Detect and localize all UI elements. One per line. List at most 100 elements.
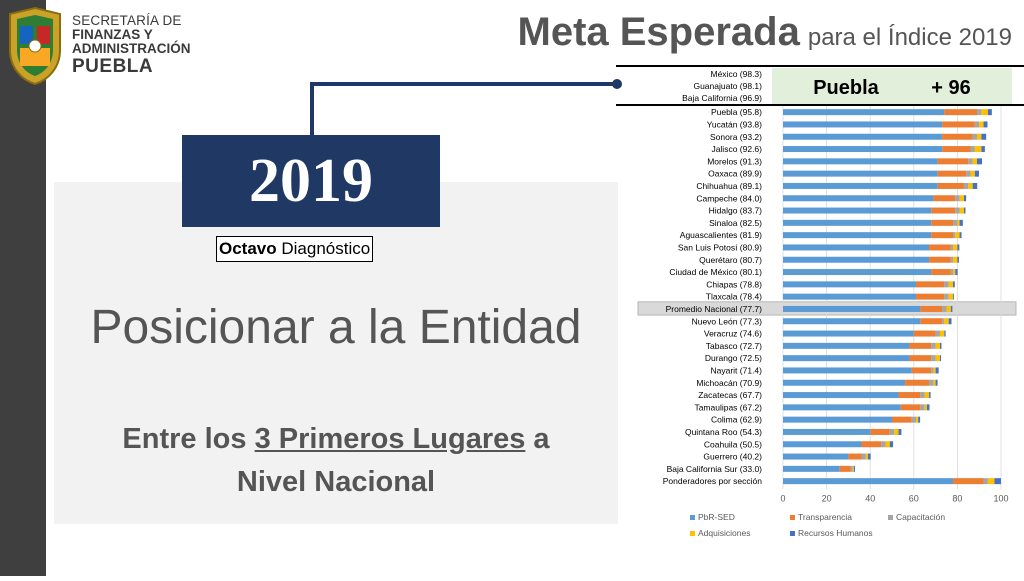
year-box: 2019 [182, 135, 440, 227]
bar-segment [931, 342, 936, 349]
category-label: Chiapas (78.8) [706, 279, 762, 289]
bar-segment [942, 318, 945, 325]
bar-segment [944, 293, 949, 300]
legend-label: Transparencia [798, 512, 852, 522]
bar-segment [959, 219, 963, 226]
category-label: Sinaloa (82.5) [709, 218, 762, 228]
bar-segment [915, 281, 945, 288]
callout-target: + 96 [931, 77, 970, 99]
category-label: Chihuahua (89.1) [696, 181, 762, 191]
bar-segment [935, 330, 940, 337]
bar-segment [783, 244, 930, 251]
bar-segment [933, 367, 936, 374]
bar-segment [977, 158, 983, 165]
bar-segment [900, 404, 921, 411]
bar-segment [935, 379, 938, 386]
bar-segment [981, 109, 988, 116]
bar-segment [946, 305, 951, 312]
bar-segment [924, 404, 927, 411]
diagnostic-word: Diagnóstico [276, 239, 371, 258]
category-label: Quintana Roo (54.3) [685, 427, 762, 437]
bar-segment [783, 318, 921, 325]
bar-segment [931, 232, 954, 239]
bar-segment [783, 342, 910, 349]
bar-segment [955, 269, 958, 276]
bar-segment [783, 121, 943, 128]
stacked-bar-chart: México (98.3) Guanajuato (98.1) Baja Calif… [616, 65, 1024, 538]
category-label: Hidalgo (83.7) [709, 206, 763, 216]
bar-segment [783, 109, 945, 116]
bar-segment [968, 158, 973, 165]
bar-segment [944, 330, 946, 337]
bar-segment [948, 293, 954, 300]
category-label: Querétaro (80.7) [699, 255, 762, 265]
bar-segment [963, 207, 966, 214]
bar-segment [942, 121, 975, 128]
top-state-label: Guanajuato (98.1) [693, 81, 762, 91]
bar-segment [977, 109, 982, 116]
category-label: Ponderadores por sección [663, 476, 763, 486]
bar-segment [950, 256, 954, 263]
bar-segment [935, 342, 940, 349]
bar-segment [959, 207, 964, 214]
bar-segment [972, 158, 978, 165]
bar-segment [935, 355, 940, 362]
bar-segment [898, 392, 921, 399]
bar-segment [944, 109, 978, 116]
bar-segment [981, 133, 987, 140]
bar-segment [948, 281, 954, 288]
bar-segment [942, 305, 947, 312]
bar-segment [783, 158, 938, 165]
legend-label: PbR-SED [698, 512, 735, 522]
bar-segment [953, 219, 958, 226]
category-label: Tamaulipas (67.2) [694, 402, 762, 412]
legend-swatch [888, 515, 893, 520]
bar-segment [942, 133, 973, 140]
bar-segment [783, 441, 862, 448]
legend-label: Recursos Humanos [798, 528, 873, 538]
connector-line [310, 79, 622, 135]
x-tick-label: 80 [952, 493, 962, 503]
bar-segment [968, 182, 973, 189]
bar-segment [963, 195, 967, 202]
org-logo-text: SECRETARÍA DE FINANZAS Y ADMINISTRACIÓN … [72, 14, 191, 78]
bar-segment [783, 478, 954, 485]
bar-segment [959, 195, 964, 202]
bar-segment [953, 269, 956, 276]
bar-segment [783, 232, 932, 239]
bar-segment [915, 293, 945, 300]
callout-box [772, 68, 1012, 104]
callout-state: Puebla [813, 77, 879, 99]
bar-segment [918, 416, 921, 423]
slide-title-main: Meta Esperada [517, 10, 800, 54]
bar-segment [783, 269, 932, 276]
bar-segment [783, 305, 921, 312]
bar-segment [950, 244, 954, 251]
bar-segment [974, 146, 982, 153]
bar-segment [920, 404, 925, 411]
bar-segment [966, 170, 971, 177]
category-label: San Luis Potosí (80.9) [678, 242, 762, 252]
bar-segment [889, 428, 895, 435]
bar-segment [987, 478, 995, 485]
bar-segment [783, 293, 916, 300]
bar-segment [931, 219, 954, 226]
bar-segment [848, 453, 862, 460]
org-line-3: ADMINISTRACIÓN [72, 41, 191, 56]
slide-title: Meta Esperada para el Índice 2019 [518, 10, 1013, 55]
x-tick-label: 100 [993, 493, 1008, 503]
bar-segment [955, 232, 960, 239]
category-label: Oaxaca (89.9) [708, 169, 762, 179]
bar-segment [931, 269, 951, 276]
category-label: Nuevo León (77.3) [692, 316, 763, 326]
legend-label: Capacitación [896, 512, 945, 522]
org-line-2: FINANZAS Y [72, 27, 153, 42]
bar-segment [937, 182, 964, 189]
bar-segment [950, 269, 954, 276]
bar-segment [972, 182, 978, 189]
bar-segment [783, 146, 943, 153]
bar-segment [955, 207, 960, 214]
bar-segment [963, 182, 969, 189]
bar-segment [955, 195, 960, 202]
bar-segment [898, 428, 902, 435]
